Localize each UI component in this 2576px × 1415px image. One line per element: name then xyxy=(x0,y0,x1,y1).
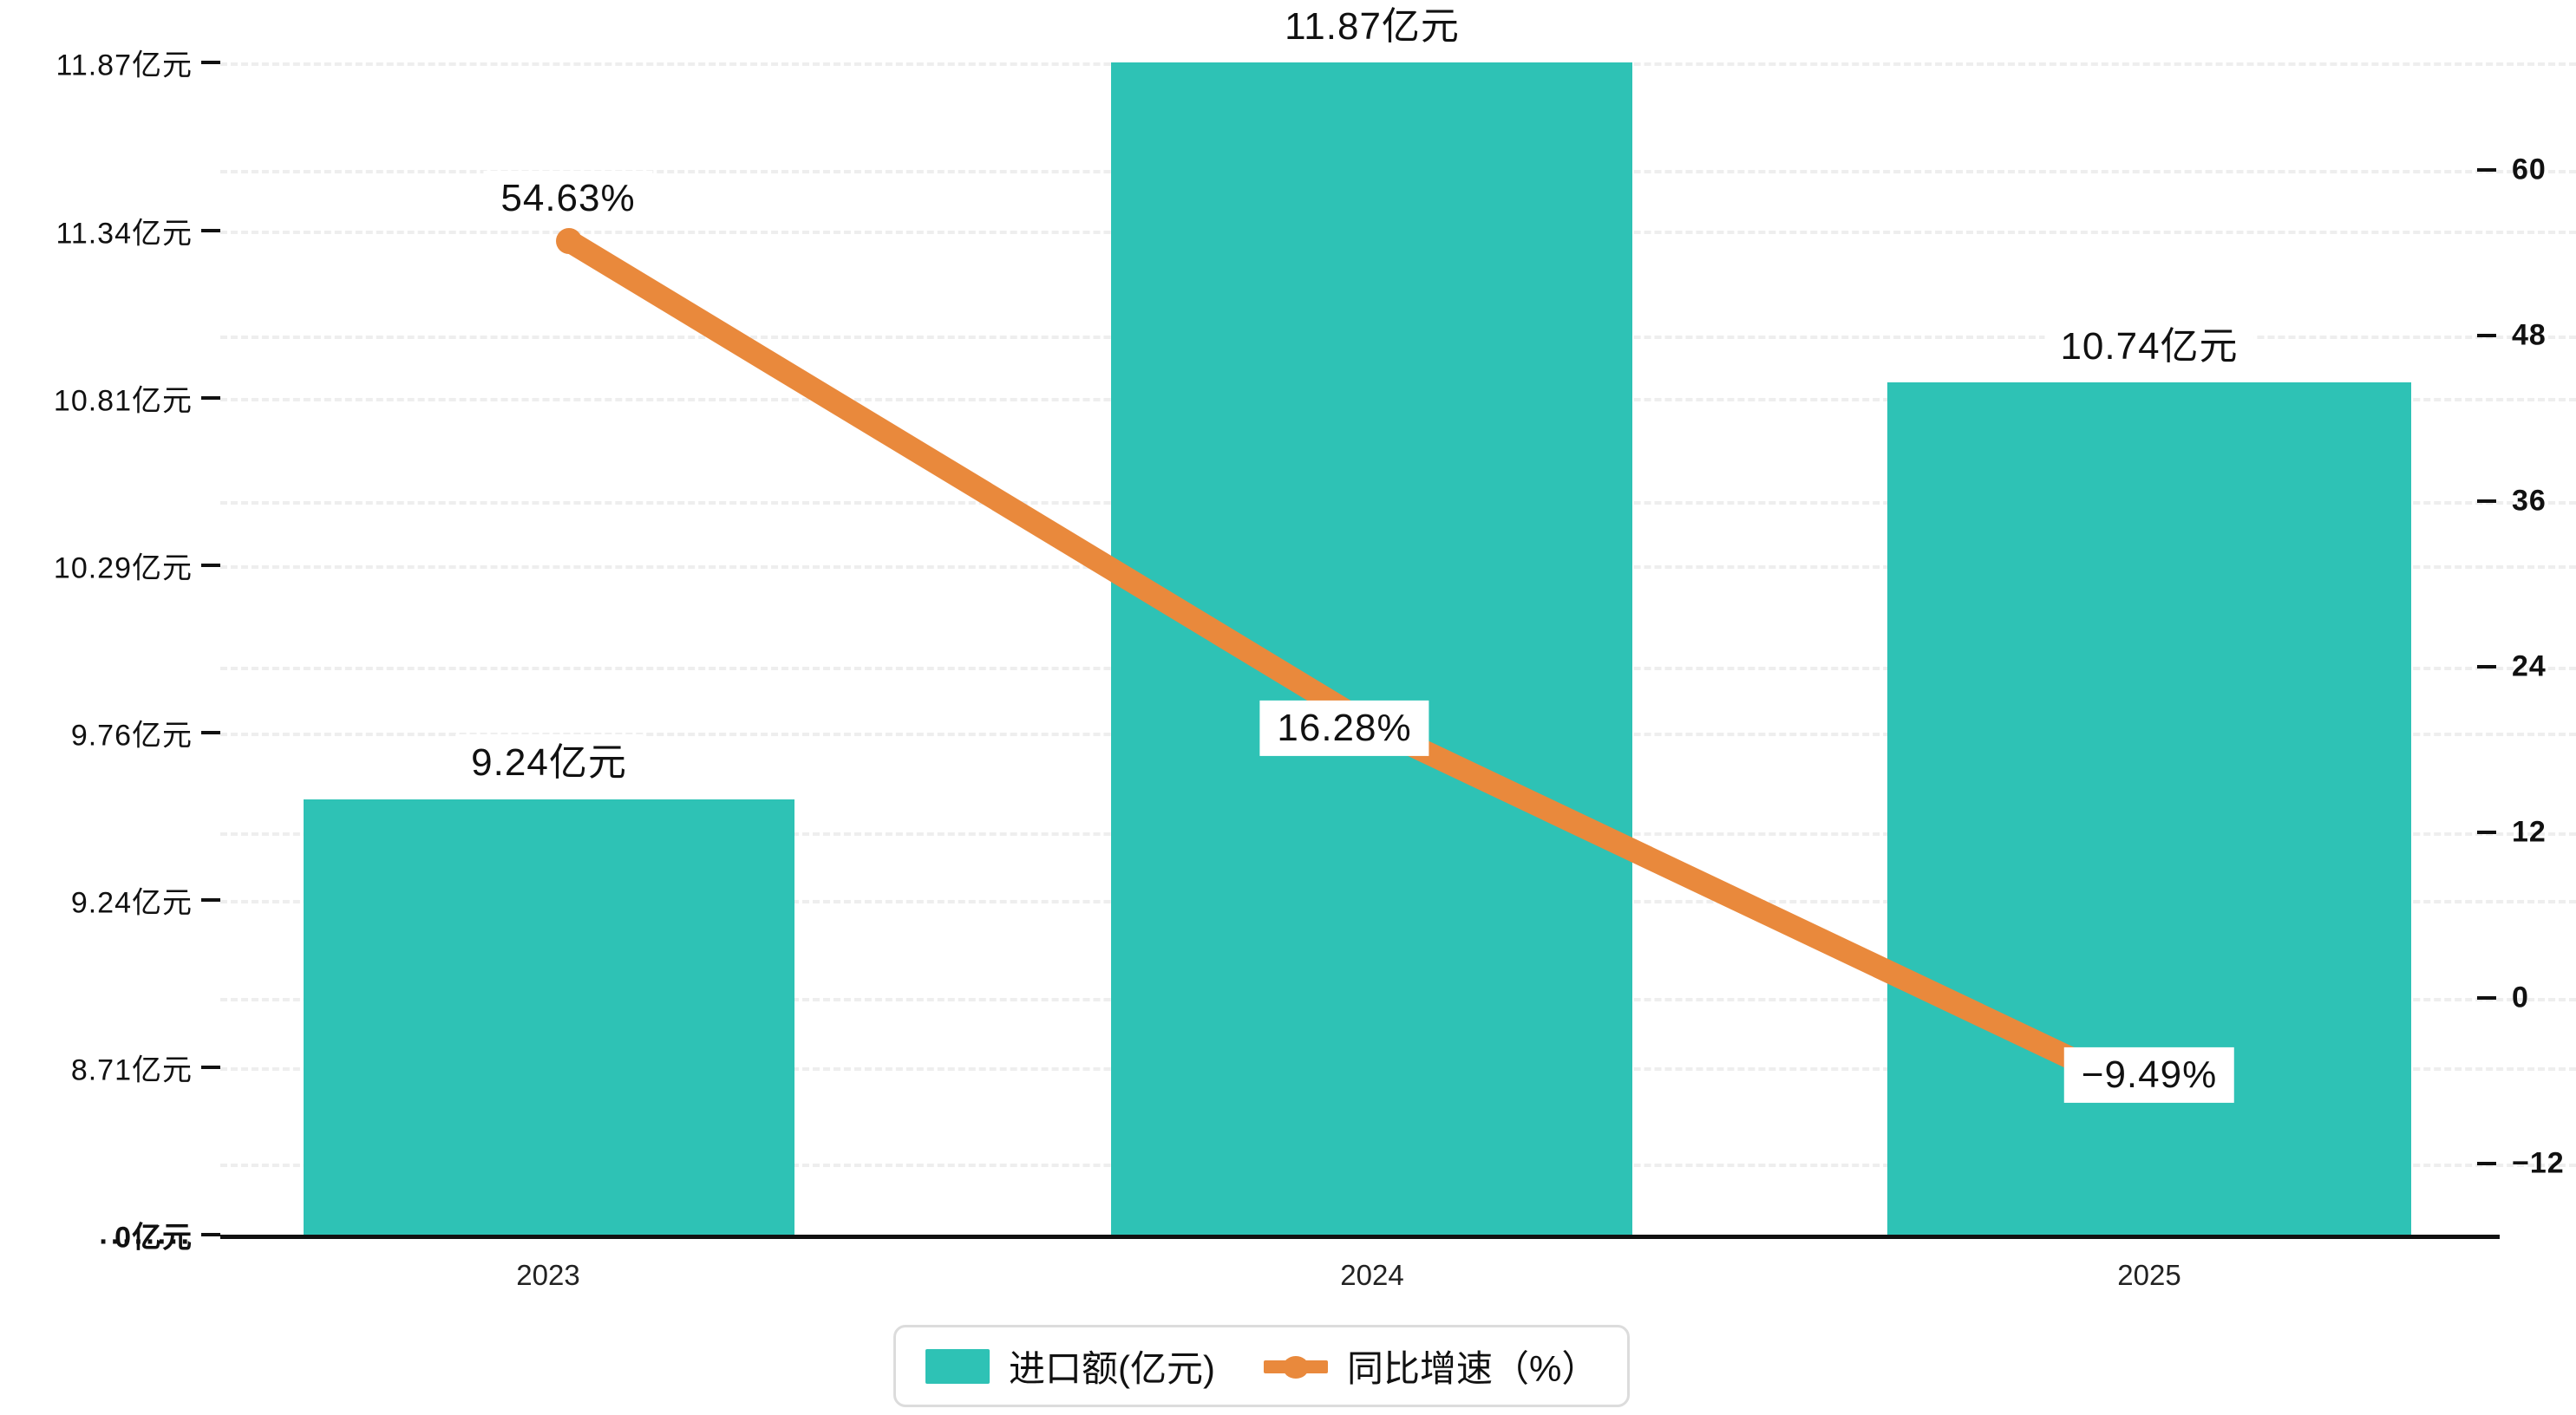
y-axis-left-tick xyxy=(201,396,220,400)
y-axis-right-label: −12 xyxy=(2512,1146,2565,1180)
y-axis-right-tick xyxy=(2477,1162,2496,1165)
y-axis-right-label: 0 xyxy=(2512,981,2529,1014)
x-axis-tick-label: 2025 xyxy=(2117,1259,2181,1291)
y-axis-right-label: 12 xyxy=(2512,815,2547,849)
y-axis-left-label: 11.34亿元 xyxy=(56,217,193,251)
y-axis-left-label: 11.87亿元 xyxy=(56,49,193,82)
y-axis-left-tick xyxy=(201,229,220,232)
y-axis-left-tick xyxy=(201,731,220,734)
x-axis-tick-label: 2023 xyxy=(516,1259,580,1291)
y-axis-left-label: 10.81亿元 xyxy=(53,384,193,418)
y-axis-left-tick xyxy=(201,61,220,64)
legend-item-label: 同比增速（%） xyxy=(1346,1348,1599,1389)
line-value-label: −9.49% xyxy=(2063,1047,2235,1104)
y-axis-left-label: 0亿元 xyxy=(114,1221,193,1255)
legend-item-label: 进口额(亿元) xyxy=(1009,1348,1215,1389)
bar-value-label: 10.74亿元 xyxy=(2044,317,2254,376)
legend-bar-swatch-icon xyxy=(925,1348,990,1384)
y-axis-left-label: 8.71亿元 xyxy=(70,1053,193,1087)
y-axis-right-tick xyxy=(2477,665,2496,668)
line-value-label: 54.63% xyxy=(483,170,653,227)
legend-dot-icon xyxy=(1282,1355,1309,1379)
y-axis-right-tick xyxy=(2477,168,2496,172)
bar-value-label: 11.87亿元 xyxy=(1269,0,1475,56)
y-axis-right-label: 24 xyxy=(2512,649,2547,683)
y-axis-left-tick xyxy=(201,1066,220,1069)
legend-line-marker-icon xyxy=(1263,1349,1328,1384)
y-axis-left-label: ........ xyxy=(99,1217,193,1251)
y-axis-left-tick xyxy=(201,564,220,567)
x-axis-baseline xyxy=(220,1235,2500,1239)
legend-item[interactable]: 同比增速（%） xyxy=(1263,1340,1599,1392)
legend-item[interactable]: 进口额(亿元) xyxy=(925,1340,1215,1392)
x-axis-tick-label: 2024 xyxy=(1340,1259,1404,1291)
y-axis-left-tick xyxy=(201,1233,220,1236)
y-axis-right-label: 36 xyxy=(2512,484,2547,518)
y-axis-right-label: 60 xyxy=(2512,153,2547,186)
y-axis-right-tick xyxy=(2477,499,2496,503)
bar[interactable] xyxy=(304,799,794,1235)
y-axis-left-tick xyxy=(201,898,220,902)
y-axis-left-label: 9.76亿元 xyxy=(70,719,193,753)
y-axis-right-tick xyxy=(2477,831,2496,834)
y-axis-right-tick xyxy=(2477,996,2496,1000)
y-axis-left-label: 10.29亿元 xyxy=(53,551,193,585)
chart-legend[interactable]: 进口额(亿元) 同比增速（%） xyxy=(893,1325,1631,1407)
y-axis-right-label: 48 xyxy=(2512,318,2547,352)
bar[interactable] xyxy=(1111,62,1632,1235)
bar-value-label: 9.24亿元 xyxy=(455,734,643,792)
y-axis-left-label: 9.24亿元 xyxy=(70,886,193,920)
bar[interactable] xyxy=(1887,382,2411,1235)
y-axis-right-tick xyxy=(2477,334,2496,337)
line-value-label: 16.28% xyxy=(1259,700,1429,757)
